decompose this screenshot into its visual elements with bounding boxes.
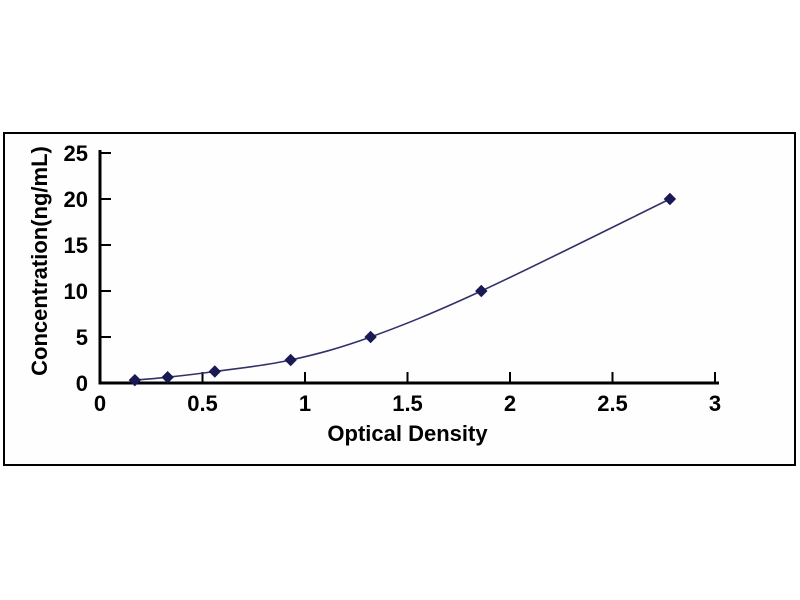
data-point-marker (128, 373, 142, 387)
x-tick-label: 2.5 (597, 391, 628, 416)
y-tick-label: 0 (76, 371, 88, 396)
y-tick-label: 5 (76, 325, 88, 350)
x-tick-label: 3 (709, 391, 721, 416)
data-point-marker (284, 353, 297, 367)
chart-frame (3, 132, 796, 466)
y-tick-label: 10 (64, 279, 88, 304)
x-tick-label: 1.5 (392, 391, 423, 416)
x-axis-title: Optical Density (327, 421, 488, 446)
y-axis-title: Concentration(ng/mL) (27, 146, 52, 376)
y-tick-label: 25 (64, 141, 88, 166)
x-tick-label: 0 (94, 391, 106, 416)
axes-group (98, 150, 719, 385)
x-tick-label: 0.5 (187, 391, 218, 416)
y-tick-label: 15 (64, 233, 88, 258)
curve-line (134, 198, 671, 381)
markers-group (128, 192, 677, 387)
data-point-marker (475, 284, 488, 298)
y-tick-label: 20 (64, 187, 88, 212)
data-point-marker (161, 370, 174, 384)
data-point-marker (364, 330, 377, 344)
x-tick-label: 1 (299, 391, 311, 416)
x-tick-label: 2 (504, 391, 516, 416)
tick-labels-group: 0 0.5 1 1.5 2 2.5 3 0 5 10 15 20 25 (64, 141, 722, 416)
data-point-marker (208, 365, 222, 378)
curve-group (134, 198, 671, 381)
data-point-marker (663, 192, 677, 206)
